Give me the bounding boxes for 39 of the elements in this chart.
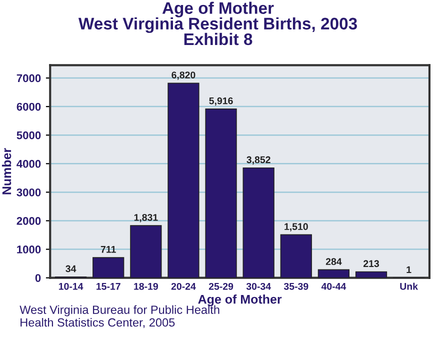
x-tick-label: 18-19 [134, 282, 158, 290]
bar [205, 108, 237, 278]
x-tick-label: 20-24 [171, 282, 196, 290]
x-tick-label: 10-14 [58, 282, 84, 290]
y-tick-label: 5000 [16, 131, 41, 140]
x-tick-label: Unk [400, 282, 418, 290]
bar [280, 234, 312, 278]
chart-title: Age of Mother West Virginia Resident Births, 2003 Exhibit 8 [78, 2, 357, 46]
x-axis-title: Age of Mother [198, 294, 282, 306]
data-label: 6,820 [172, 72, 196, 80]
y-tick-label: 2000 [16, 217, 41, 225]
y-axis-title: Number [2, 148, 12, 194]
bar [168, 82, 200, 278]
data-label: 711 [100, 246, 116, 253]
x-tick-label: 15-17 [96, 283, 120, 290]
data-label: 3,852 [246, 156, 270, 165]
bar [92, 257, 124, 278]
y-tick-label: 0 [35, 274, 41, 282]
x-tick-label: 35-39 [284, 282, 308, 290]
data-label: 1 [406, 266, 412, 274]
data-label: 1,510 [284, 223, 308, 232]
bar [318, 269, 350, 278]
data-label: 34 [66, 265, 76, 272]
y-tick-label: 6000 [16, 102, 41, 111]
y-tick-label: 3000 [16, 188, 41, 196]
data-label: 5,916 [209, 97, 233, 106]
bar [242, 167, 274, 278]
text: West Virginia Bureau for Public Health Health Statistics Center, 2005 [20, 305, 220, 328]
data-label: 1,831 [134, 214, 158, 222]
bar [355, 271, 388, 278]
x-tick-label: 40-44 [321, 282, 346, 290]
y-tick-label: 7000 [16, 74, 41, 82]
y-tick-label: 4000 [16, 160, 41, 168]
y-tick-label: 1000 [17, 246, 41, 254]
bar [130, 225, 162, 278]
x-tick-label: 30-34 [246, 282, 271, 290]
x-tick-label: 25-29 [208, 282, 234, 290]
data-label: 213 [363, 260, 380, 268]
data-label: 284 [326, 258, 342, 266]
